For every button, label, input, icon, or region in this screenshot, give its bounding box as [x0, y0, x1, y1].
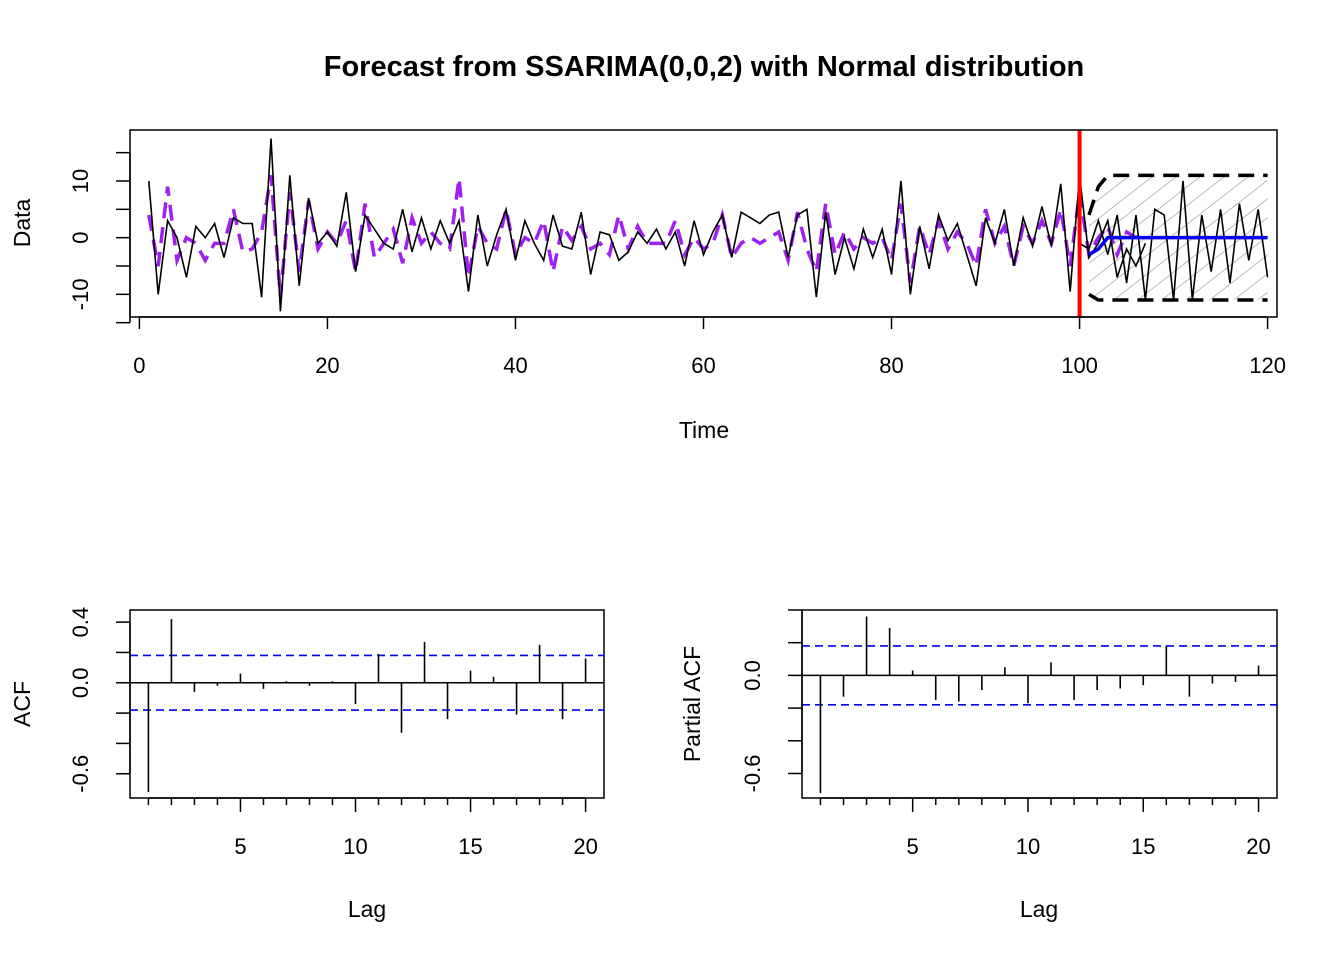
hatch-line [420, 130, 660, 317]
point-forecast-line [1088, 235, 1268, 257]
lower-bound-line [1088, 292, 1268, 302]
hatch-line [588, 130, 828, 317]
hatch-line [564, 130, 804, 317]
pacf-value-tick-label: 0.0 [740, 660, 765, 691]
time-tick-label: 20 [315, 353, 339, 378]
hatch-line [204, 130, 444, 317]
time-tick-label: 40 [503, 353, 527, 378]
acf-panel: 5 10 15 20 -0.6 0.0 0.4 Lag ACF [9, 607, 605, 922]
hatch-line [1088, 175, 1268, 300]
time-tick-label: 100 [1061, 353, 1098, 378]
hatch-line [1235, 175, 1268, 300]
hatch-line [372, 130, 612, 317]
pacf-x-label: Lag [1020, 896, 1058, 922]
hatch-line [396, 130, 636, 317]
acf-lag-tick-label: 15 [458, 834, 482, 859]
acf-lag-axis: 5 10 15 20 [147, 797, 598, 859]
hatch-line [1308, 130, 1344, 317]
data-tick-label: -10 [68, 278, 93, 310]
pacf-lag-tick-label: 10 [1016, 834, 1040, 859]
acf-value-axis: -0.6 0.0 0.4 [68, 607, 131, 793]
hatch-line [1088, 175, 1237, 300]
acf-x-label: Lag [348, 896, 386, 922]
hatch-line [804, 130, 1044, 317]
pacf-plot-box [801, 609, 1278, 799]
time-tick-label: 60 [691, 353, 715, 378]
holdout-values-line [1079, 180, 1269, 301]
acf-value-tick-label: -0.6 [68, 755, 93, 793]
forecast-panel: Forecast from SSARIMA(0,0,2) with Normal… [9, 51, 1344, 443]
prediction-interval-hatch [12, 130, 1344, 317]
pacf-y-label: Partial ACF [679, 646, 705, 762]
acf-bars [130, 619, 604, 792]
hatch-line [828, 130, 1068, 317]
actual-values-line [148, 138, 1147, 312]
time-axis-label: Time [679, 417, 729, 443]
time-tick-label: 0 [133, 353, 145, 378]
hatch-line [1088, 175, 1213, 300]
acf-lag-tick-label: 10 [343, 834, 367, 859]
hatch-line [1088, 175, 1268, 300]
hatch-line [1115, 175, 1268, 300]
upper-bound-line [1087, 173, 1268, 216]
hatch-line [540, 130, 780, 317]
data-tick-label: 10 [68, 169, 93, 193]
hatch-line [636, 130, 876, 317]
hatch-line [1091, 175, 1268, 300]
acf-y-label: ACF [9, 681, 35, 727]
hatch-line [324, 130, 564, 317]
acf-plot-box [129, 609, 605, 799]
chart-title: Forecast from SSARIMA(0,0,2) with Normal… [324, 51, 1085, 83]
pacf-value-tick-label: -0.6 [740, 755, 765, 793]
pacf-lag-tick-label: 15 [1131, 834, 1155, 859]
hatch-line [492, 130, 732, 317]
data-axis-label: Data [9, 199, 35, 248]
hatch-line [1332, 130, 1344, 317]
data-axis: -10 0 10 [68, 151, 131, 324]
hatch-line [180, 130, 420, 317]
pacf-lag-tick-label: 20 [1246, 834, 1270, 859]
acf-value-tick-label: 0.0 [68, 667, 93, 698]
hatch-line [660, 130, 900, 317]
time-tick-label: 80 [879, 353, 903, 378]
fitted-values-line [147, 175, 1147, 298]
time-axis: 0 20 40 60 80 100 120 [133, 316, 1286, 378]
pacf-panel: 5 10 15 20 -0.6 0.0 Lag Partial ACF [679, 609, 1278, 922]
hatch-line [1211, 175, 1268, 300]
pacf-value-axis: -0.6 0.0 [740, 609, 803, 793]
hatch-line [1088, 175, 1261, 300]
hatch-line [1187, 175, 1268, 300]
pacf-lag-axis: 5 10 15 20 [819, 797, 1271, 859]
hatch-line [1163, 175, 1268, 300]
pacf-bars [802, 616, 1277, 794]
acf-value-tick-label: 0.4 [68, 607, 93, 638]
hatch-line [756, 130, 996, 317]
forecast-plot-area [12, 130, 1344, 317]
hatch-line [1284, 130, 1344, 317]
hatch-line [12, 130, 252, 317]
forecast-plot-box [129, 129, 1278, 318]
acf-lag-tick-label: 20 [573, 834, 597, 859]
hatch-line [684, 130, 924, 317]
acf-lag-tick-label: 5 [234, 834, 246, 859]
hatch-line [1259, 175, 1268, 300]
data-tick-label: 0 [68, 232, 93, 244]
pacf-lag-tick-label: 5 [907, 834, 919, 859]
time-tick-label: 120 [1249, 353, 1286, 378]
